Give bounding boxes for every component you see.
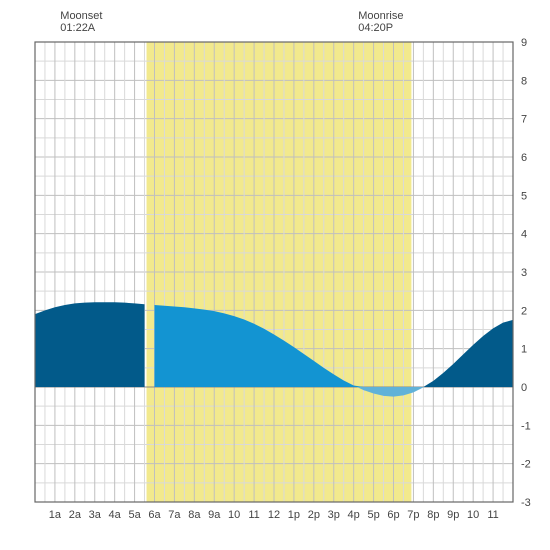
y-tick-label: 0 — [521, 382, 527, 394]
y-tick-label: 7 — [521, 114, 527, 126]
x-tick-label: 1p — [288, 509, 300, 521]
y-tick-label: -1 — [521, 420, 531, 432]
x-tick-label: 9p — [447, 509, 459, 521]
tide-chart: Moonset 01:22A Moonrise 04:20P -3-2-1012… — [10, 10, 540, 540]
moonrise-title: Moonrise — [358, 10, 403, 22]
x-tick-label: 3a — [89, 509, 102, 521]
chart-svg: -3-2-101234567891a2a3a4a5a6a7a8a9a101112… — [10, 10, 540, 540]
moonrise-label: Moonrise 04:20P — [358, 10, 403, 34]
x-tick-label: 4p — [348, 509, 360, 521]
x-tick-label: 2a — [69, 509, 82, 521]
y-tick-label: 9 — [521, 37, 527, 49]
x-tick-label: 6a — [148, 509, 161, 521]
x-tick-label: 5a — [128, 509, 141, 521]
moonset-title: Moonset — [60, 10, 102, 22]
x-tick-label: 11 — [248, 509, 259, 521]
y-tick-label: 2 — [521, 305, 527, 317]
x-tick-label: 4a — [109, 509, 122, 521]
x-tick-label: 8a — [188, 509, 201, 521]
y-tick-label: 8 — [521, 75, 527, 87]
x-tick-label: 3p — [328, 509, 340, 521]
x-tick-label: 2p — [308, 509, 320, 521]
y-tick-label: 6 — [521, 152, 527, 164]
y-tick-label: 5 — [521, 190, 527, 202]
x-tick-label: 11 — [487, 509, 498, 521]
x-tick-label: 8p — [427, 509, 439, 521]
moonset-time: 01:22A — [60, 22, 102, 34]
x-tick-label: 7a — [168, 509, 181, 521]
x-tick-label: 7p — [407, 509, 419, 521]
x-tick-label: 10 — [467, 509, 479, 521]
x-tick-label: 10 — [228, 509, 240, 521]
x-tick-label: 1a — [49, 509, 62, 521]
moonset-label: Moonset 01:22A — [60, 10, 102, 34]
chart-header: Moonset 01:22A Moonrise 04:20P — [10, 10, 540, 38]
y-tick-label: -3 — [521, 497, 531, 509]
x-tick-label: 5p — [367, 509, 379, 521]
y-tick-label: -2 — [521, 459, 531, 471]
y-tick-label: 4 — [521, 229, 527, 241]
x-tick-label: 9a — [208, 509, 221, 521]
y-tick-label: 1 — [521, 344, 527, 356]
x-tick-label: 6p — [387, 509, 399, 521]
y-tick-label: 3 — [521, 267, 527, 279]
moonrise-time: 04:20P — [358, 22, 403, 34]
x-tick-label: 12 — [268, 509, 280, 521]
